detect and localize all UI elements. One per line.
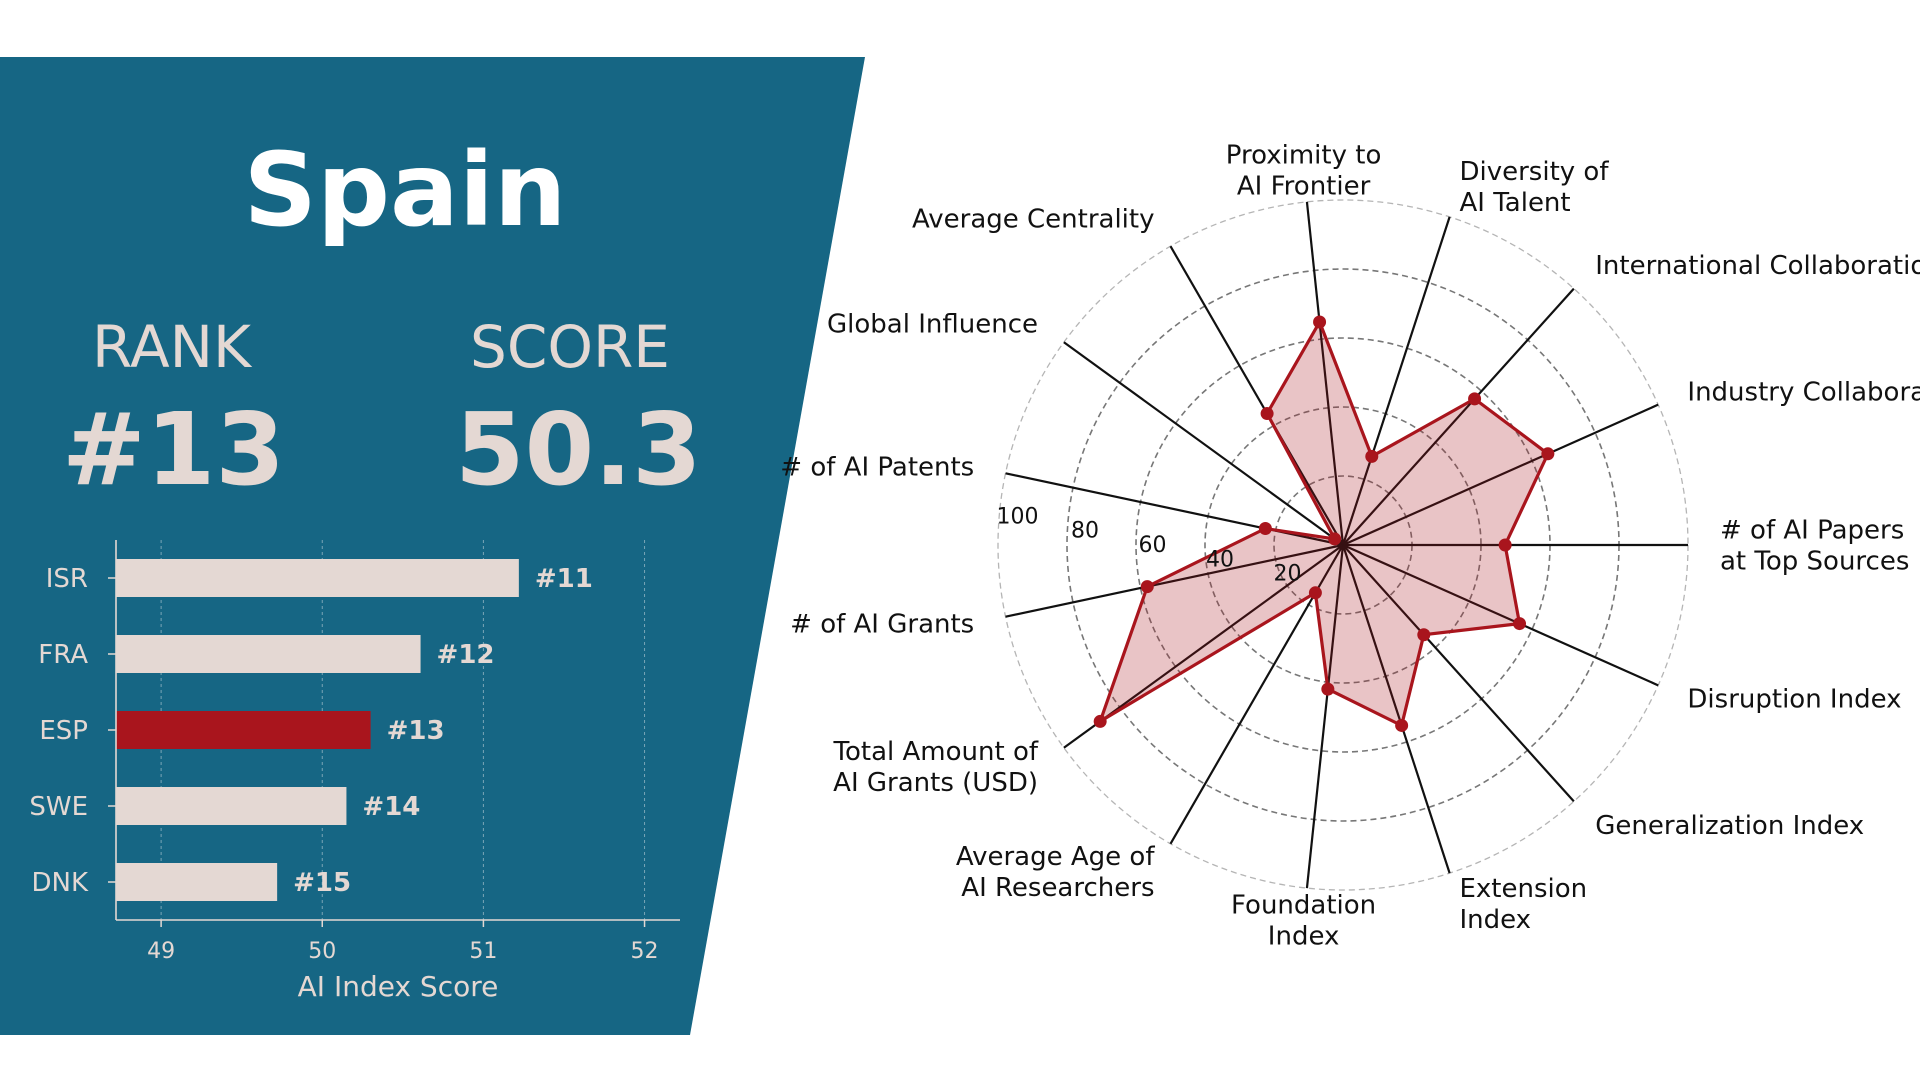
radar-point xyxy=(1313,315,1327,329)
radar-axis-label: Average Age of AI Researchers xyxy=(956,842,1155,903)
bar-chart-x-label: AI Index Score xyxy=(298,970,499,1003)
radar-spoke xyxy=(1342,544,1575,803)
bar-isr xyxy=(116,559,519,597)
country-title: Spain xyxy=(243,131,567,250)
bar-dnk xyxy=(116,863,278,901)
rank-label: RANK xyxy=(92,313,252,381)
radar-axis-label: International Collaboration xyxy=(1595,251,1920,281)
radar-axis-label: Total Amount of AI Grants (USD) xyxy=(833,737,1039,798)
radar-axis-label: Average Centrality xyxy=(912,205,1155,235)
radar-axis-label: Foundation Index xyxy=(1231,890,1376,951)
radar-point xyxy=(1541,447,1555,461)
radar-spoke xyxy=(1342,403,1659,547)
bar-rank-label: #13 xyxy=(387,716,445,746)
radar-spoke xyxy=(1063,341,1344,546)
radar-r-tick-label: 20 xyxy=(1274,562,1302,587)
radar-spoke xyxy=(1342,543,1659,687)
radar-axis-label: # of AI Grants xyxy=(790,609,974,639)
radar-point xyxy=(1328,532,1342,546)
score-value: 50.3 xyxy=(455,391,702,508)
bar-esp xyxy=(116,711,371,749)
radar-series-area xyxy=(1098,320,1550,728)
radar-point xyxy=(1260,407,1274,421)
rank-value: #13 xyxy=(62,391,285,508)
bar-x-tick-label: 50 xyxy=(308,939,336,964)
bar-category-label: DNK xyxy=(31,868,88,898)
radar-point xyxy=(1365,449,1379,463)
radar-axis-label: Diversity of AI Talent xyxy=(1459,157,1609,218)
radar-spoke xyxy=(1341,544,1451,874)
bar-rank-label: #12 xyxy=(437,640,495,670)
radar-axis-label: Generalization Index xyxy=(1595,811,1864,841)
bar-category-label: FRA xyxy=(38,640,88,670)
radar-axis-label: Industry Collaboration xyxy=(1687,378,1920,408)
radar-point xyxy=(1498,538,1512,552)
radar-axis-label: Proximity to AI Frontier xyxy=(1226,141,1382,202)
radar-spoke xyxy=(1005,543,1344,618)
bar-category-label: ESP xyxy=(39,716,88,746)
radar-spoke xyxy=(1342,287,1575,546)
radar-axis-label: # of AI Patents xyxy=(780,453,974,483)
bar-rank-label: #15 xyxy=(293,868,351,898)
radar-spoke xyxy=(1305,544,1345,889)
radar-point xyxy=(1395,718,1409,732)
bar-fra xyxy=(116,635,421,673)
bar-category-label: SWE xyxy=(29,792,88,822)
radar-chart: 20 40 60 80 100 # of AI Papers at Top Sources… xyxy=(780,141,1920,952)
bar-x-tick-label: 49 xyxy=(147,939,175,964)
radar-spoke xyxy=(1341,216,1451,546)
bar-rank-label: #11 xyxy=(535,564,593,594)
radar-axis-label: Disruption Index xyxy=(1687,684,1901,714)
bar-x-tick-label: 51 xyxy=(469,939,497,964)
radar-point xyxy=(1140,580,1154,594)
bar-rank-label: #14 xyxy=(362,792,420,822)
radar-point xyxy=(1417,628,1431,642)
radar-r-tick-label: 60 xyxy=(1139,533,1167,558)
radar-point xyxy=(1468,392,1482,406)
radar-spoke xyxy=(1305,201,1345,546)
radar-spoke xyxy=(1169,245,1344,546)
radar-point xyxy=(1093,714,1107,728)
radar-point xyxy=(1512,617,1526,631)
bar-category-label: ISR xyxy=(46,564,88,594)
bar-x-tick-label: 52 xyxy=(631,939,659,964)
radar-r-tick-label: 40 xyxy=(1206,547,1234,572)
radar-r-tick-label: 80 xyxy=(1071,519,1099,544)
radar-axis-label: Extension Index xyxy=(1459,874,1587,935)
radar-point xyxy=(1258,522,1272,536)
radar-axis-label: # of AI Papers at Top Sources xyxy=(1720,516,1909,577)
radar-r-tick-label: 100 xyxy=(997,504,1039,529)
score-label: SCORE xyxy=(470,313,670,381)
radar-point xyxy=(1321,682,1335,696)
bar-swe xyxy=(116,787,347,825)
radar-axis-label: Global Influence xyxy=(827,309,1038,339)
radar-point xyxy=(1308,586,1322,600)
